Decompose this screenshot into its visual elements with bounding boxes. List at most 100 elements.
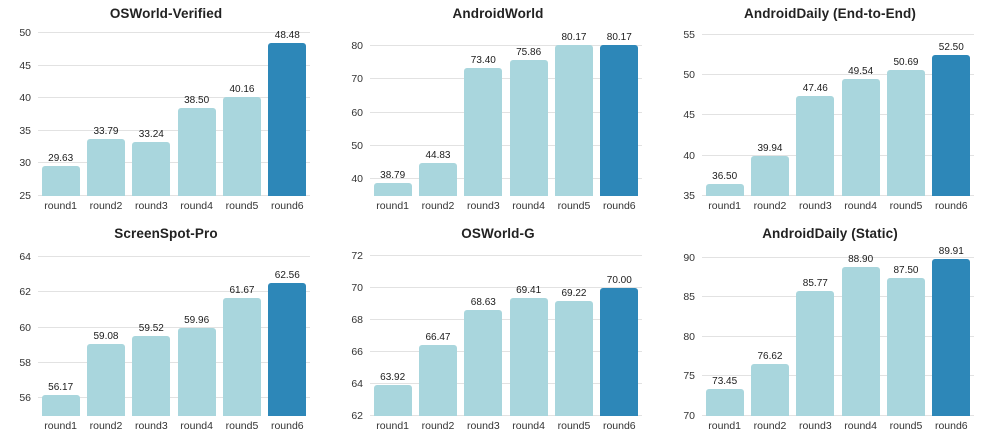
gridline: 64 [351,378,642,390]
bar-value-label: 66.47 [425,331,451,343]
plot-area: 25 30 35 40 45 50 29.63 round1 33.79 round2 33.24 r… [19,27,310,212]
chart-screenspot-pro: ScreenSpot-Pro 56 58 60 62 64 56.17 round1 59.0… [0,220,332,440]
bar-round1: 73.45 [705,376,744,416]
bar-round1: 56.17 [41,382,80,416]
x-axis-tick-label: round5 [225,420,259,432]
bar-value-label: 87.50 [893,264,919,276]
bar-value-label: 89.91 [938,245,964,257]
bar-round5: 80.17 [554,32,593,196]
gridline: 60 [351,107,642,119]
bar-value-label: 33.24 [138,129,164,141]
bar-round2: 76.62 [750,351,790,416]
bar-slot: 50.69 round5 [883,30,928,212]
y-axis-tick-label: 70 [351,73,363,86]
y-axis-tick-label: 56 [19,392,31,405]
x-axis-tick-label: round5 [225,200,259,212]
y-axis-tick-label: 40 [683,149,695,162]
bar-value-label: 73.40 [470,55,496,66]
x-axis-tick-label: round2 [421,420,455,432]
bar-round4: 69.41 [509,285,548,416]
bar-value-label: 44.83 [425,150,451,162]
bar-value-label: 40.16 [229,84,255,96]
bar-round6: 52.50 [932,42,971,196]
y-axis-tick-label: 50 [19,27,31,40]
gridline: 90 [683,252,974,264]
bar-slot: 33.79 round2 [83,30,128,212]
bar-value-label: 68.63 [470,297,496,309]
y-axis-tick-label: 72 [351,250,363,263]
bar-slot: 40.16 round5 [219,30,264,212]
x-axis-tick-label: round4 [180,420,213,432]
plot-area: 40 50 60 70 80 38.79 round1 44.83 round2 73.40 rou… [351,30,642,212]
bar-round5: 50.69 [886,57,925,196]
bar-slot: 49.54 round4 [838,30,883,212]
bar-value-label: 56.17 [48,382,74,394]
x-axis-tick-label: round3 [798,200,832,212]
bar-round2: 44.83 [418,150,458,196]
y-axis-tick-label: 75 [683,370,695,383]
bar-round2: 33.79 [86,126,126,196]
bar-value-label: 69.41 [516,284,542,296]
bar-round5: 61.67 [222,285,261,416]
x-axis-tick-label: round5 [557,200,591,212]
y-axis-tick-label: 40 [351,173,363,186]
gridline: 35 [19,125,310,137]
gridline: 40 [351,173,642,185]
chart-title: OSWorld-G [461,226,535,241]
bar-slot: 56.17 round1 [38,250,83,432]
x-axis-tick-label: round4 [180,200,213,212]
gridline: 45 [19,60,310,72]
gridline: 58 [19,357,310,369]
bar-slot: 38.50 round4 [174,30,219,212]
bar-round4: 38.50 [177,95,216,196]
bar-round1: 36.50 [705,171,744,196]
chart-title: ScreenSpot-Pro [114,226,218,241]
bar-value-label: 61.67 [229,285,255,297]
y-axis-tick-label: 58 [19,357,31,370]
y-axis-tick-label: 30 [19,157,31,170]
x-axis-tick-label: round1 [44,420,78,432]
chart-title: AndroidDaily (Static) [762,226,898,241]
y-axis-tick-label: 35 [19,124,31,137]
gridline: 64 [19,251,310,263]
bar-slot: 48.48 round6 [265,30,310,212]
gridline: 56 [19,392,310,404]
gridline: 25 [19,190,310,202]
chart-androidworld: AndroidWorld 40 50 60 70 80 38.79 round1 44.83 r… [332,0,664,220]
bar-round3: 59.52 [132,323,171,416]
x-axis-tick-label: round3 [466,420,500,432]
gridline: 45 [683,109,974,121]
bar-round6: 48.48 [268,30,307,196]
bar-value-label: 85.77 [802,278,828,290]
bar-round4: 49.54 [841,66,880,196]
x-axis-tick-label: round1 [44,200,78,212]
bar-round6: 89.91 [932,246,971,416]
x-axis-tick-label: round2 [753,200,787,212]
plot-area: 62 64 66 68 70 72 63.92 round1 66.47 round2 68.63 r… [351,250,642,432]
x-axis-tick-label: round5 [889,200,923,212]
x-axis-tick-label: round4 [512,420,545,432]
bar-slot: 89.91 round6 [929,246,974,432]
bar-slot: 70.00 round6 [597,250,642,432]
x-axis-tick-label: round3 [134,420,168,432]
bar-value-label: 38.79 [380,170,406,182]
x-axis-tick-label: round6 [602,420,636,432]
gridline: 70 [351,282,642,294]
bar-slot: 69.22 round5 [551,250,596,432]
bar-slot: 33.24 round3 [129,30,174,212]
bar-value-label: 52.50 [938,41,964,53]
y-axis-tick-label: 50 [683,69,695,82]
bar-round4: 88.90 [841,254,880,416]
gridline: 50 [683,69,974,81]
y-axis-tick-label: 70 [351,282,363,295]
bar-slot: 47.46 round3 [793,30,838,212]
bar-value-label: 88.90 [848,253,874,265]
x-axis-tick-label: round6 [270,420,304,432]
gridline: 50 [19,27,310,39]
gridline: 80 [683,331,974,343]
chart-androiddaily-static: AndroidDaily (Static) 70 75 80 85 90 73.45 rou… [664,220,996,440]
bar-value-label: 49.54 [848,65,874,77]
y-axis-tick-label: 85 [683,291,695,304]
bar-round5: 87.50 [886,265,925,416]
bar-round2: 66.47 [418,332,458,416]
